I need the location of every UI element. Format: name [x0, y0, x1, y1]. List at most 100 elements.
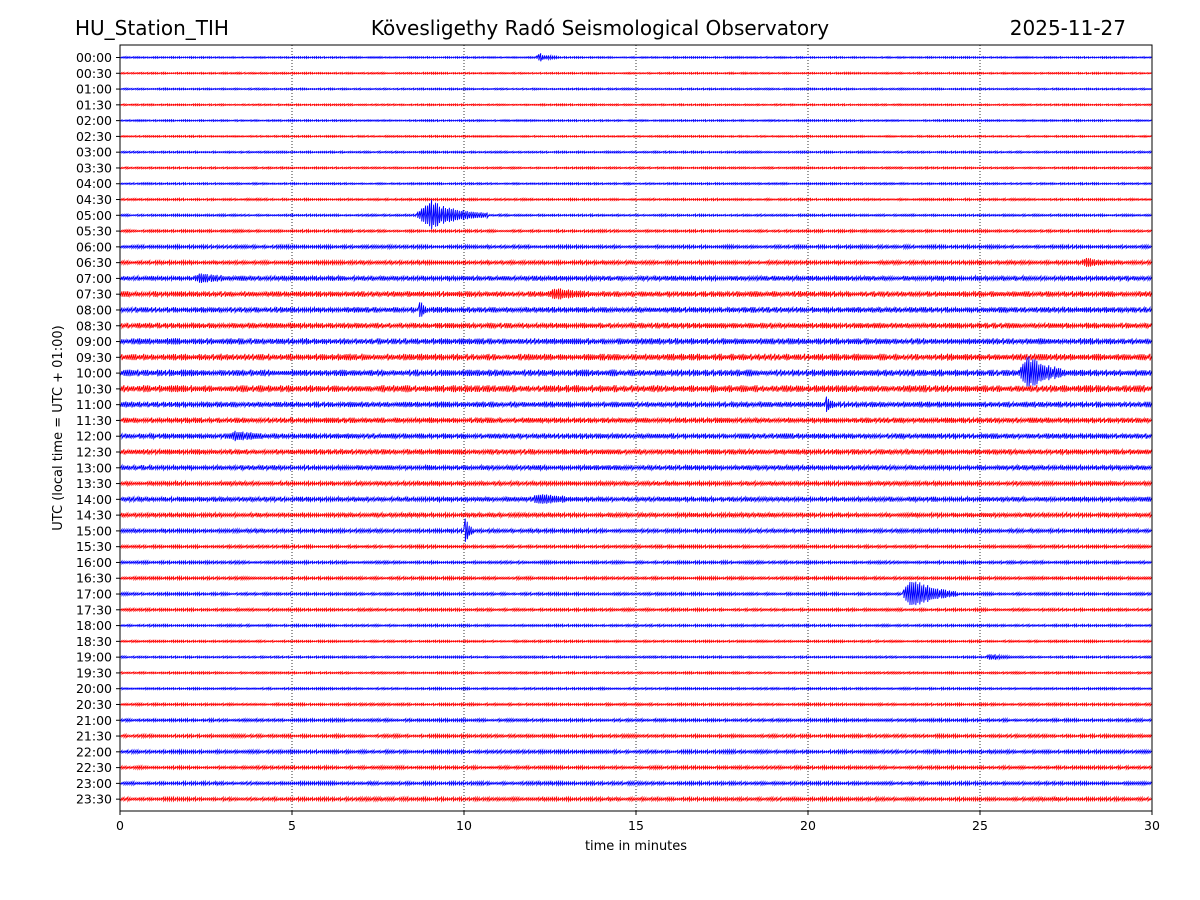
- trace-row-2200: [119, 748, 1153, 756]
- y-tick-label: 14:30: [76, 508, 112, 523]
- y-tick-label: 17:00: [76, 587, 112, 602]
- seismic-traces: [119, 53, 1153, 803]
- y-tick-label: 16:30: [76, 571, 112, 586]
- y-tick-label: 10:30: [76, 381, 112, 396]
- trace-row-1300: [119, 463, 1153, 472]
- x-tick-label: 5: [288, 818, 296, 833]
- trace-row-1800: [119, 623, 1153, 629]
- trace-row-1900: [119, 653, 1153, 661]
- station-name: HU_Station_TIH: [75, 16, 229, 40]
- trace-row-0730: [119, 288, 1153, 300]
- trace-row-0130: [119, 102, 1153, 107]
- y-tick-label: 20:00: [76, 681, 112, 696]
- trace-row-1830: [119, 638, 1153, 644]
- y-tick-labels: 00:0000:3001:0001:3002:0002:3003:0003:30…: [76, 50, 120, 807]
- y-tick-label: 15:30: [76, 539, 112, 554]
- y-tick-label: 22:30: [76, 760, 112, 775]
- trace-row-1330: [119, 479, 1153, 488]
- y-tick-label: 07:30: [76, 287, 112, 302]
- trace-row-0630: [119, 257, 1153, 267]
- y-tick-label: 13:30: [76, 476, 112, 491]
- chart-title: Kövesligethy Radó Seismological Observat…: [371, 16, 829, 40]
- trace-row-1200: [119, 430, 1153, 442]
- trace-row-1100: [119, 396, 1153, 412]
- trace-row-1030: [119, 384, 1153, 393]
- plot-frame: [119, 44, 1153, 812]
- y-tick-label: 08:30: [76, 318, 112, 333]
- y-tick-label: 06:00: [76, 239, 112, 254]
- chart-date: 2025-11-27: [1010, 16, 1126, 40]
- trace-row-1930: [119, 670, 1153, 676]
- trace-row-2130: [119, 732, 1153, 740]
- trace-row-2300: [119, 779, 1153, 787]
- trace-row-2030: [119, 701, 1153, 708]
- y-tick-label: 19:00: [76, 650, 112, 665]
- y-tick-label: 21:30: [76, 729, 112, 744]
- trace-row-0500: [119, 199, 1153, 230]
- y-tick-label: 00:30: [76, 66, 112, 81]
- y-tick-label: 19:30: [76, 665, 112, 680]
- trace-row-1500: [119, 518, 1153, 543]
- trace-row-1530: [119, 543, 1153, 550]
- trace-row-0700: [119, 273, 1153, 284]
- trace-row-0000: [119, 53, 1153, 62]
- y-tick-label: 05:30: [76, 224, 112, 239]
- y-tick-label: 01:00: [76, 82, 112, 97]
- trace-row-0030: [119, 71, 1153, 76]
- y-tick-label: 02:00: [76, 113, 112, 128]
- trace-row-0900: [119, 337, 1153, 346]
- y-tick-label: 00:00: [76, 50, 112, 65]
- y-tick-label: 04:00: [76, 176, 112, 191]
- y-tick-label: 12:30: [76, 445, 112, 460]
- y-tick-label: 04:30: [76, 192, 112, 207]
- x-tick-label: 15: [628, 818, 644, 833]
- y-tick-label: 05:00: [76, 208, 112, 223]
- trace-row-0430: [119, 197, 1153, 202]
- trace-row-2100: [119, 717, 1153, 724]
- trace-row-1730: [119, 606, 1153, 613]
- y-tick-label: 12:00: [76, 429, 112, 444]
- y-tick-label: 15:00: [76, 523, 112, 538]
- y-tick-label: 22:00: [76, 744, 112, 759]
- y-tick-label: 14:00: [76, 492, 112, 507]
- x-axis-label: time in minutes: [585, 839, 687, 854]
- trace-row-0600: [119, 243, 1153, 251]
- trace-row-1400: [119, 494, 1153, 504]
- y-tick-label: 18:00: [76, 618, 112, 633]
- y-tick-label: 23:30: [76, 792, 112, 807]
- trace-row-0330: [119, 165, 1153, 171]
- trace-row-1230: [119, 447, 1153, 457]
- x-tick-label: 0: [116, 818, 124, 833]
- trace-row-0530: [119, 228, 1153, 234]
- y-tick-label: 08:00: [76, 302, 112, 317]
- y-tick-label: 09:30: [76, 350, 112, 365]
- trace-row-2230: [119, 764, 1153, 771]
- trace-row-1630: [119, 575, 1153, 582]
- y-tick-label: 16:00: [76, 555, 112, 570]
- y-tick-label: 03:30: [76, 160, 112, 175]
- trace-row-0230: [119, 134, 1153, 139]
- trace-row-1130: [119, 416, 1153, 425]
- trace-row-1700: [119, 581, 1153, 606]
- y-tick-label: 11:30: [76, 413, 112, 428]
- trace-row-0200: [119, 118, 1153, 123]
- x-tick-label: 20: [800, 818, 816, 833]
- trace-row-0800: [119, 302, 1153, 317]
- trace-row-0100: [119, 87, 1153, 91]
- y-tick-label: 02:30: [76, 129, 112, 144]
- y-tick-label: 03:00: [76, 145, 112, 160]
- y-tick-label: 17:30: [76, 602, 112, 617]
- x-tick-label: 10: [456, 818, 472, 833]
- y-tick-label: 20:30: [76, 697, 112, 712]
- x-tick-labels: 0 5 10 15 20 25 30: [116, 811, 1160, 833]
- trace-row-2000: [119, 686, 1153, 692]
- y-axis-label: UTC (local time = UTC + 01:00): [51, 325, 66, 530]
- y-tick-label: 09:00: [76, 334, 112, 349]
- y-tick-label: 07:00: [76, 271, 112, 286]
- y-tick-label: 11:00: [76, 397, 112, 412]
- y-tick-label: 18:30: [76, 634, 112, 649]
- y-tick-label: 23:00: [76, 776, 112, 791]
- trace-row-0830: [119, 321, 1153, 330]
- trace-row-0400: [119, 181, 1153, 186]
